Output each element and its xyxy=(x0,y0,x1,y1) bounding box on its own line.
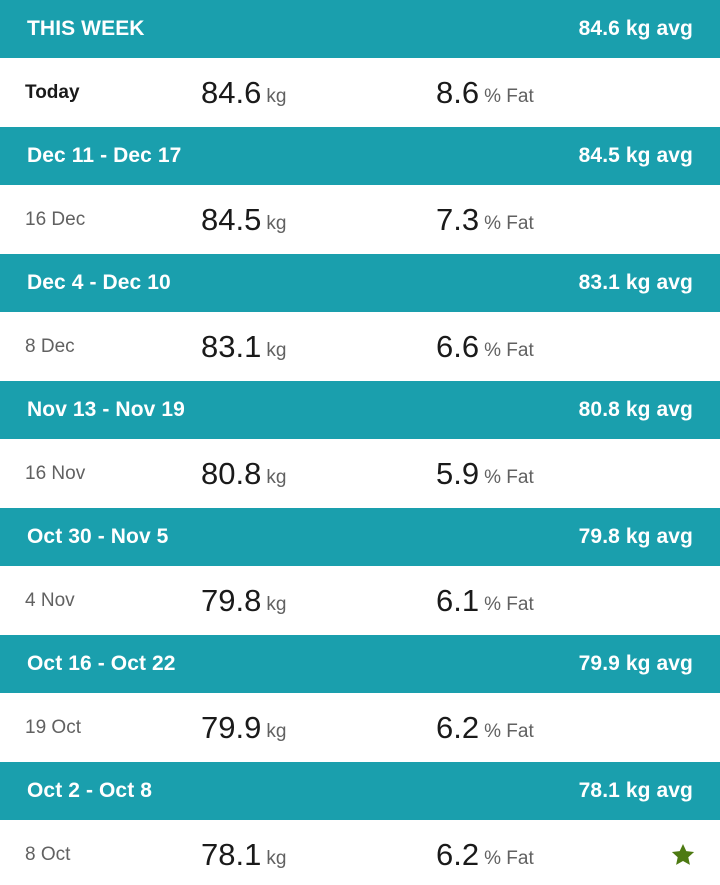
weight-value: 80.8 xyxy=(201,456,262,491)
entry-body-fat: 6.2 % Fat xyxy=(436,820,534,885)
fat-value: 6.6 xyxy=(436,329,480,364)
fat-unit: % Fat xyxy=(484,85,534,107)
week-average-label: 80.8 kg avg xyxy=(578,398,693,421)
week-header: THIS WEEK 84.6 kg avg xyxy=(0,0,720,58)
weight-value: 84.5 xyxy=(201,202,262,237)
week-header: Oct 2 - Oct 8 78.1 kg avg xyxy=(0,762,720,820)
star-icon xyxy=(671,843,695,865)
weigh-in-row[interactable]: 8 Dec 83.1 kg 6.6 % Fat xyxy=(0,312,720,381)
weight-unit: kg xyxy=(266,847,287,869)
weigh-in-row[interactable]: Today 84.6 kg 8.6 % Fat xyxy=(0,58,720,127)
fat-value: 6.2 xyxy=(436,710,480,745)
week-range-label: Nov 13 - Nov 19 xyxy=(27,398,185,421)
fat-unit: % Fat xyxy=(484,720,534,742)
week-group: Oct 2 - Oct 8 78.1 kg avg 8 Oct 78.1 kg … xyxy=(0,762,720,885)
entry-body-fat: 5.9 % Fat xyxy=(436,439,534,508)
entry-weight: 78.1 kg xyxy=(201,820,286,885)
weight-unit: kg xyxy=(266,212,287,234)
week-header: Dec 4 - Dec 10 83.1 kg avg xyxy=(0,254,720,312)
week-range-label: THIS WEEK xyxy=(27,17,145,40)
entry-body-fat: 7.3 % Fat xyxy=(436,185,534,254)
week-group: Oct 30 - Nov 5 79.8 kg avg 4 Nov 79.8 kg… xyxy=(0,508,720,635)
entry-date: Today xyxy=(25,81,80,103)
entry-body-fat: 6.1 % Fat xyxy=(436,566,534,635)
week-group: Nov 13 - Nov 19 80.8 kg avg 16 Nov 80.8 … xyxy=(0,381,720,508)
entry-weight: 84.6 kg xyxy=(201,58,286,127)
week-header: Nov 13 - Nov 19 80.8 kg avg xyxy=(0,381,720,439)
fat-value: 6.2 xyxy=(436,837,480,872)
week-average-label: 78.1 kg avg xyxy=(578,779,693,802)
weigh-in-row[interactable]: 4 Nov 79.8 kg 6.1 % Fat xyxy=(0,566,720,635)
entry-weight: 83.1 kg xyxy=(201,312,286,381)
week-range-label: Oct 30 - Nov 5 xyxy=(27,525,169,548)
entry-weight: 80.8 kg xyxy=(201,439,286,508)
fat-value: 7.3 xyxy=(436,202,480,237)
weight-unit: kg xyxy=(266,85,287,107)
weight-value: 78.1 xyxy=(201,837,262,872)
entry-weight: 84.5 kg xyxy=(201,185,286,254)
entry-weight: 79.8 kg xyxy=(201,566,286,635)
weigh-in-row[interactable]: 19 Oct 79.9 kg 6.2 % Fat xyxy=(0,693,720,762)
entry-date: 16 Nov xyxy=(25,462,86,484)
weight-value: 83.1 xyxy=(201,329,262,364)
weigh-in-row[interactable]: 16 Nov 80.8 kg 5.9 % Fat xyxy=(0,439,720,508)
entry-date: 19 Oct xyxy=(25,716,81,738)
week-group: Oct 16 - Oct 22 79.9 kg avg 19 Oct 79.9 … xyxy=(0,635,720,762)
fat-value: 6.1 xyxy=(436,583,480,618)
week-average-label: 83.1 kg avg xyxy=(578,271,693,294)
weigh-in-row[interactable]: 16 Dec 84.5 kg 7.3 % Fat xyxy=(0,185,720,254)
entry-body-fat: 8.6 % Fat xyxy=(436,58,534,127)
fat-unit: % Fat xyxy=(484,847,534,869)
weight-value: 84.6 xyxy=(201,75,262,110)
star-icon-shape xyxy=(671,843,695,865)
week-average-label: 84.6 kg avg xyxy=(578,17,693,40)
weight-unit: kg xyxy=(266,339,287,361)
week-header: Oct 16 - Oct 22 79.9 kg avg xyxy=(0,635,720,693)
week-average-label: 79.8 kg avg xyxy=(578,525,693,548)
week-header: Oct 30 - Nov 5 79.8 kg avg xyxy=(0,508,720,566)
entry-weight: 79.9 kg xyxy=(201,693,286,762)
week-range-label: Oct 2 - Oct 8 xyxy=(27,779,153,802)
week-range-label: Oct 16 - Oct 22 xyxy=(27,652,176,675)
entry-date: 16 Dec xyxy=(25,208,86,230)
fat-value: 5.9 xyxy=(436,456,480,491)
weight-value: 79.9 xyxy=(201,710,262,745)
weight-unit: kg xyxy=(266,593,287,615)
weight-value: 79.8 xyxy=(201,583,262,618)
week-average-label: 84.5 kg avg xyxy=(578,144,693,167)
week-group: THIS WEEK 84.6 kg avg Today 84.6 kg 8.6 … xyxy=(0,0,720,127)
week-average-label: 79.9 kg avg xyxy=(578,652,693,675)
weight-unit: kg xyxy=(266,720,287,742)
week-range-label: Dec 11 - Dec 17 xyxy=(27,144,182,167)
entry-date: 8 Oct xyxy=(25,843,71,865)
fat-unit: % Fat xyxy=(484,466,534,488)
week-group: Dec 11 - Dec 17 84.5 kg avg 16 Dec 84.5 … xyxy=(0,127,720,254)
fat-unit: % Fat xyxy=(484,212,534,234)
week-range-label: Dec 4 - Dec 10 xyxy=(27,271,171,294)
week-group: Dec 4 - Dec 10 83.1 kg avg 8 Dec 83.1 kg… xyxy=(0,254,720,381)
fat-value: 8.6 xyxy=(436,75,480,110)
weigh-in-row[interactable]: 8 Oct 78.1 kg 6.2 % Fat xyxy=(0,820,720,885)
weight-unit: kg xyxy=(266,466,287,488)
week-header: Dec 11 - Dec 17 84.5 kg avg xyxy=(0,127,720,185)
fat-unit: % Fat xyxy=(484,339,534,361)
entry-body-fat: 6.6 % Fat xyxy=(436,312,534,381)
fat-unit: % Fat xyxy=(484,593,534,615)
entry-date: 4 Nov xyxy=(25,589,75,611)
entry-body-fat: 6.2 % Fat xyxy=(436,693,534,762)
entry-date: 8 Dec xyxy=(25,335,75,357)
